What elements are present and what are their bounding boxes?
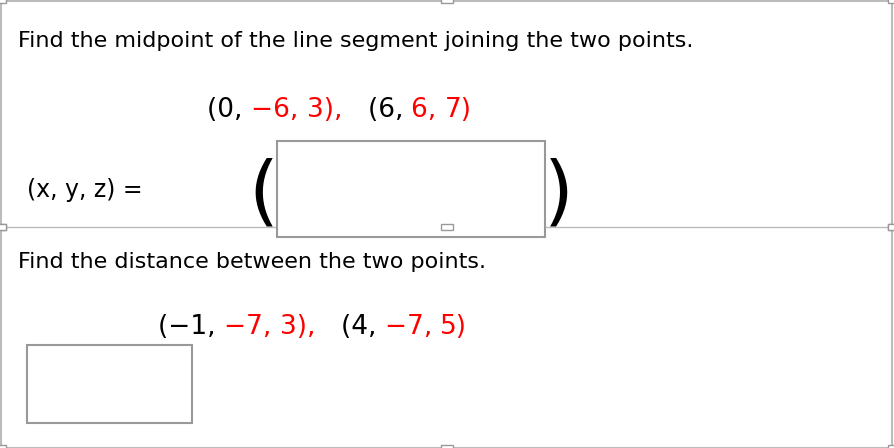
Text: 7): 7): [445, 97, 472, 123]
Text: −6,: −6,: [251, 97, 307, 123]
Text: Find the distance between the two points.: Find the distance between the two points…: [18, 252, 485, 272]
FancyBboxPatch shape: [0, 224, 5, 230]
FancyBboxPatch shape: [0, 0, 5, 3]
FancyBboxPatch shape: [0, 224, 5, 230]
Text: 5): 5): [441, 314, 468, 340]
Text: 3),: 3),: [307, 97, 342, 123]
FancyBboxPatch shape: [889, 224, 894, 230]
FancyBboxPatch shape: [442, 0, 452, 3]
FancyBboxPatch shape: [889, 224, 894, 230]
Text: −7,: −7,: [224, 314, 280, 340]
Text: (: (: [249, 158, 279, 232]
Text: ): ): [544, 158, 574, 232]
FancyBboxPatch shape: [277, 141, 545, 237]
Text: 3),: 3),: [280, 314, 316, 340]
Text: (4,: (4,: [341, 314, 384, 340]
FancyBboxPatch shape: [889, 445, 894, 448]
FancyBboxPatch shape: [0, 445, 5, 448]
Text: (0,: (0,: [207, 97, 251, 123]
Text: (x, y, z) =: (x, y, z) =: [27, 178, 142, 202]
Text: 6,: 6,: [411, 97, 445, 123]
Text: −7,: −7,: [384, 314, 441, 340]
Text: Find the midpoint of the line segment joining the two points.: Find the midpoint of the line segment jo…: [18, 31, 693, 52]
FancyBboxPatch shape: [442, 445, 452, 448]
FancyBboxPatch shape: [442, 224, 452, 230]
Text: (−1,: (−1,: [158, 314, 224, 340]
FancyBboxPatch shape: [889, 0, 894, 3]
FancyBboxPatch shape: [27, 345, 192, 423]
Text: (6,: (6,: [367, 97, 411, 123]
